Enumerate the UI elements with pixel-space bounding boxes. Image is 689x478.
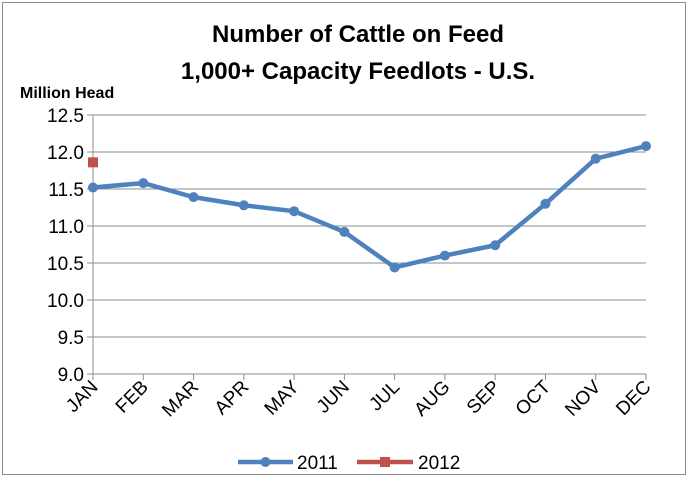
x-tick-label-aug: AUG xyxy=(410,377,454,421)
data-point-2011-sep xyxy=(490,240,501,251)
y-tick-label-10.0: 10.0 xyxy=(47,291,84,312)
legend-label-2012: 2012 xyxy=(418,453,460,474)
data-point-2011-oct xyxy=(540,198,551,209)
data-point-2012-jan xyxy=(88,157,98,168)
data-point-2011-nov xyxy=(590,153,601,164)
x-tick-label-dec: DEC xyxy=(612,377,655,420)
data-point-2011-jun xyxy=(339,226,350,237)
y-tick-label-9.5: 9.5 xyxy=(58,328,84,349)
series-line-2011 xyxy=(90,143,649,270)
chart-title-line-2: 1,000+ Capacity Feedlots - U.S. xyxy=(181,58,535,85)
series xyxy=(88,141,651,273)
x-tick-label-sep: SEP xyxy=(463,377,505,419)
y-tick-label-11.5: 11.5 xyxy=(48,180,84,201)
data-point-2011-jul xyxy=(389,262,400,273)
y-axis-label: Million Head xyxy=(20,85,114,102)
y-tick-label-10.5: 10.5 xyxy=(47,254,84,275)
x-tick-label-jul: JUL xyxy=(365,377,404,416)
x-tick-labels: JAN FEB MAR APR MAY JUN JUL AUG SEP OCT NOV DEC xyxy=(62,376,655,421)
y-tick-label-11.0: 11.0 xyxy=(48,217,84,238)
data-point-2011-dec xyxy=(641,141,651,152)
y-tick-label-12.0: 12.0 xyxy=(47,143,84,164)
chart-title-line-1: Number of Cattle on Feed xyxy=(212,21,504,48)
x-tick-label-jun: JUN xyxy=(313,377,354,418)
data-point-2011-feb xyxy=(138,178,149,189)
y-tick-label-12.5: 12.5 xyxy=(47,106,84,127)
legend-marker-2011 xyxy=(260,457,271,467)
y-tick-label-9.0: 9.0 xyxy=(58,365,84,386)
data-point-2011-may xyxy=(289,206,300,217)
legend-label-2011: 2011 xyxy=(297,453,338,474)
gridlines xyxy=(87,114,646,375)
x-tick-label-nov: NOV xyxy=(561,376,605,420)
x-tick-label-mar: MAR xyxy=(158,377,203,422)
x-tick-label-apr: APR xyxy=(211,377,253,419)
data-point-2011-aug xyxy=(439,250,450,261)
y-tick-labels: 9.0 9.5 10.0 10.5 11.0 11.5 12.0 12.5 xyxy=(47,106,84,386)
data-point-2011-mar xyxy=(188,192,199,203)
legend: 2011 2012 xyxy=(238,453,460,474)
x-tick-label-may: MAY xyxy=(261,376,304,419)
x-tick-label-oct: OCT xyxy=(512,376,555,419)
data-point-2011-apr xyxy=(238,200,249,211)
legend-marker-2012 xyxy=(380,457,390,467)
data-point-2011-jan xyxy=(88,182,98,193)
x-tick-label-feb: FEB xyxy=(112,377,153,418)
